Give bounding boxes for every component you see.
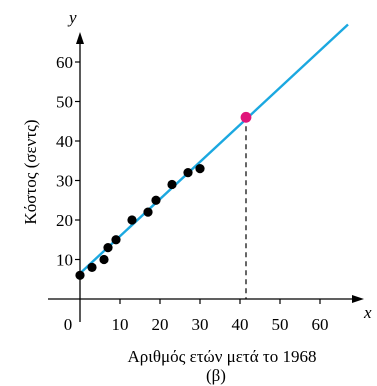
x-tick-label: 30	[192, 315, 209, 334]
x-tick-label: 50	[272, 315, 289, 334]
x-axis-arrow	[352, 295, 364, 303]
y-tick-label: 50	[56, 93, 73, 112]
x-tick-label: 60	[312, 315, 329, 334]
data-points	[75, 164, 205, 280]
data-point	[183, 168, 193, 178]
regression-line	[79, 23, 349, 275]
panel-label: (β)	[206, 366, 226, 385]
y-axis-arrow	[76, 32, 84, 44]
y-axis-label: Κόστος (σεντς)	[21, 119, 40, 224]
x-axis-letter: x	[363, 303, 372, 322]
y-tick-label: 40	[56, 132, 73, 151]
y-axis-letter: y	[67, 8, 77, 27]
x-tick-label: 10	[112, 315, 129, 334]
data-point	[167, 179, 177, 190]
y-tick-label: 20	[56, 211, 73, 230]
y-tick-label: 10	[56, 251, 73, 270]
data-point	[87, 262, 97, 272]
tick-labels: 0 10 20 30 40 50 60 10 20 30 40 50 60	[56, 53, 329, 334]
x-tick-label: 0	[64, 315, 73, 334]
x-tick-label: 40	[232, 315, 249, 334]
data-point	[75, 270, 85, 280]
data-point	[111, 235, 121, 245]
data-point	[127, 215, 137, 225]
axes	[48, 32, 364, 322]
x-tick-label: 20	[152, 315, 169, 334]
highlight-point	[240, 111, 252, 123]
data-point	[103, 243, 113, 253]
data-point	[143, 207, 153, 217]
data-point	[99, 254, 109, 265]
highlight-group	[240, 111, 252, 123]
data-point	[151, 195, 161, 205]
y-tick-label: 30	[56, 172, 73, 191]
y-tick-label: 60	[56, 53, 73, 72]
x-axis-label: Αριθμός ετών μετά το 1968	[128, 347, 317, 366]
regression-line-group	[79, 23, 349, 275]
data-point	[195, 164, 205, 174]
